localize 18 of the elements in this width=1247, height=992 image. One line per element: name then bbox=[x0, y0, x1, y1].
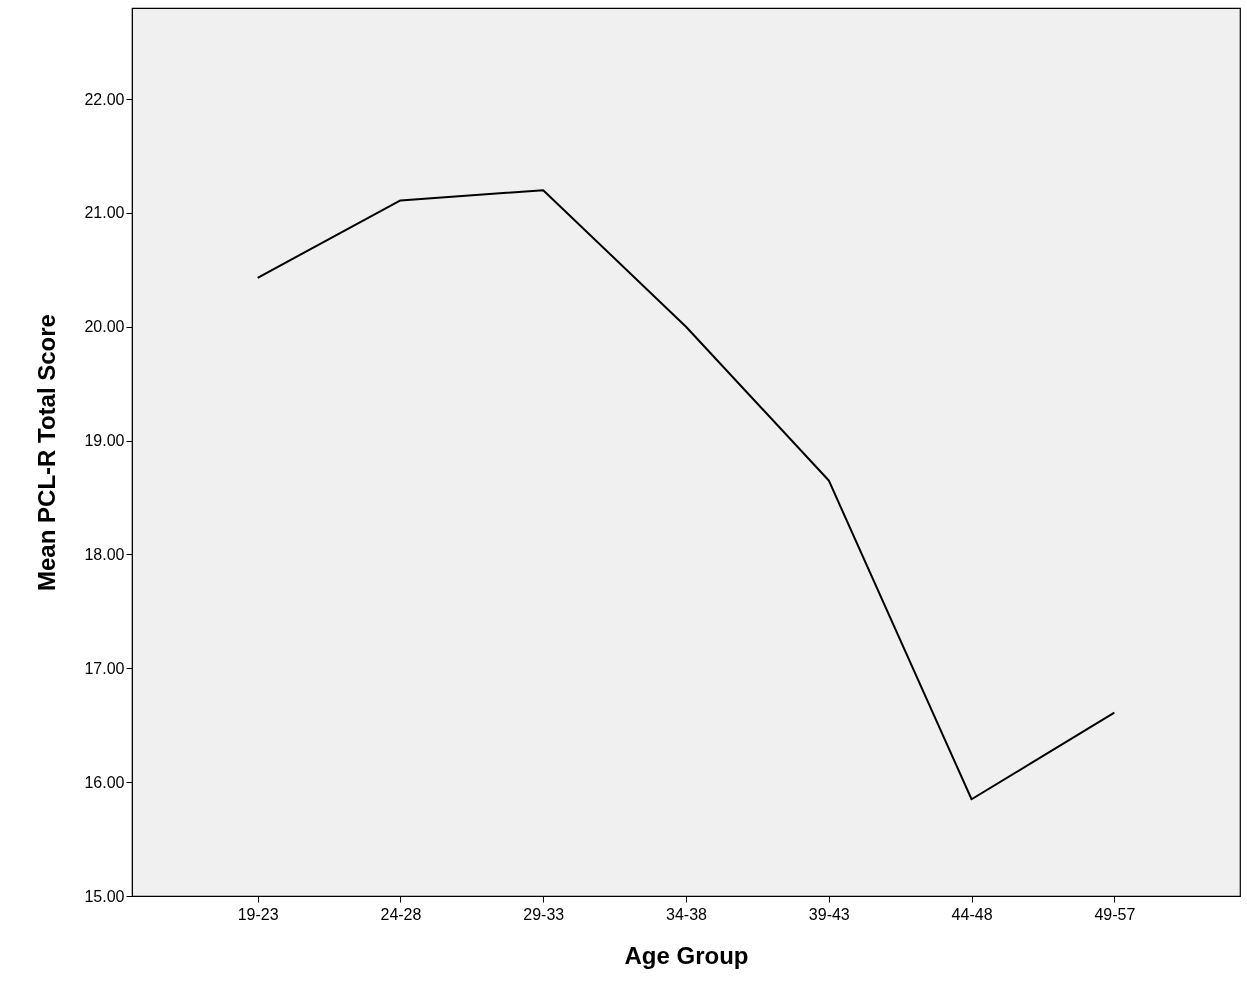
x-tick-label: 39-43 bbox=[808, 905, 850, 923]
x-tick-label: 29-33 bbox=[523, 905, 565, 923]
y-tick-label: 15.00 bbox=[84, 887, 125, 905]
y-tick-label: 22.00 bbox=[84, 90, 125, 108]
y-tick-label: 20.00 bbox=[84, 318, 125, 336]
x-tick-label: 24-28 bbox=[380, 905, 422, 923]
y-tick-label: 18.00 bbox=[84, 545, 125, 563]
x-tick-label: 49-57 bbox=[1094, 905, 1136, 923]
y-tick-label: 21.00 bbox=[84, 204, 125, 222]
line-series bbox=[256, 189, 1116, 801]
y-tick-label: 17.00 bbox=[84, 659, 125, 677]
y-tick-label: 16.00 bbox=[84, 773, 125, 791]
x-tick-label: 19-23 bbox=[237, 905, 279, 923]
y-tick-label: 19.00 bbox=[84, 432, 125, 450]
x-axis-title: Age Group bbox=[624, 941, 749, 969]
x-tick-label: 34-38 bbox=[666, 905, 708, 923]
x-tick-label: 44-48 bbox=[951, 905, 993, 923]
y-axis-title: Mean PCL-R Total Score bbox=[33, 314, 61, 591]
